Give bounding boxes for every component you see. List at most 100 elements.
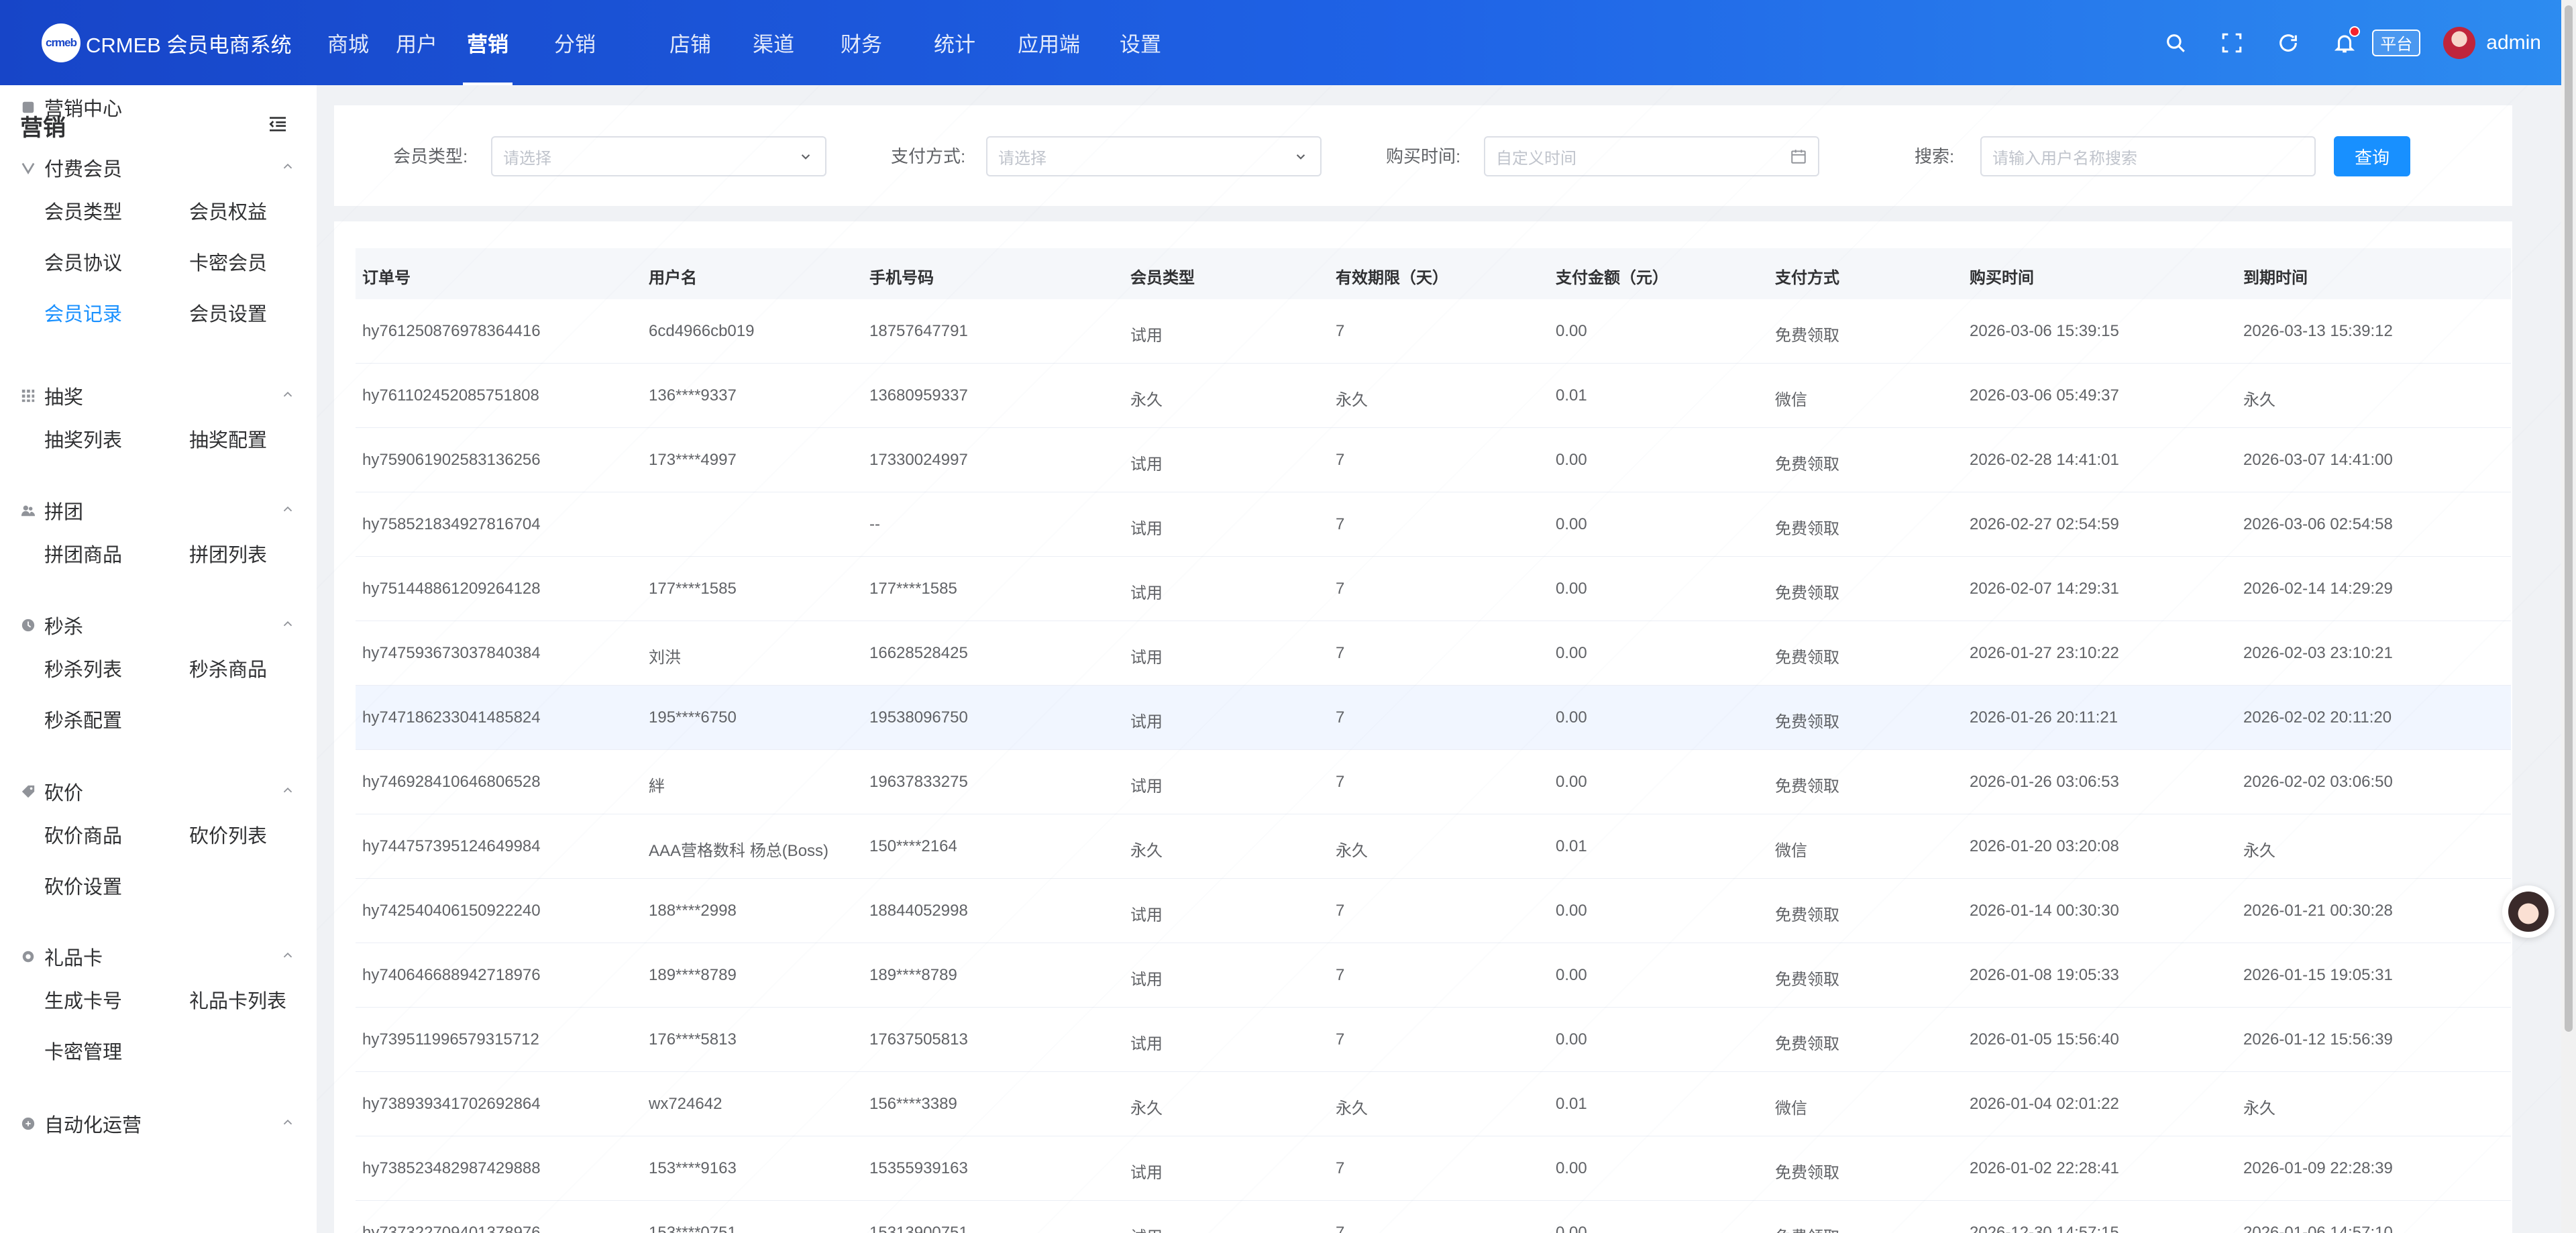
customer-service-button[interactable] (2502, 886, 2555, 938)
table-row[interactable]: hy759061902583136256 173****4997 173300249… (356, 428, 2511, 492)
sidebar-subitem[interactable]: 砍价商品 (44, 826, 123, 847)
table-row[interactable]: hy758521834927816704 -- 试用 7 0.00 免费领取 2026-02… (356, 492, 2511, 557)
table-row[interactable]: hy751448861209264128 177****1585 177****15… (356, 557, 2511, 621)
search-input[interactable]: 请输入用户名称搜索 (1980, 136, 2316, 176)
sidebar-subitem[interactable]: 砍价列表 (189, 826, 268, 847)
sidebar-subitem[interactable]: 礼品卡列表 (189, 991, 287, 1012)
chevron-up-icon[interactable] (280, 616, 295, 635)
table-row[interactable]: hy761102452085751808 136****9337 136809593… (356, 364, 2511, 428)
top-nav-item[interactable]: 渠道 (753, 33, 794, 56)
logo[interactable]: crmeb CRMEB 会员电商系统 (42, 23, 292, 62)
sidebar-group[interactable]: 砍价 (20, 775, 295, 808)
table-cell: 试用 (1130, 455, 1163, 474)
collapse-menu-icon[interactable] (267, 113, 288, 138)
search-icon[interactable] (2163, 30, 2188, 56)
top-nav-item[interactable]: 财务 (841, 33, 882, 56)
bell-icon[interactable] (2332, 25, 2361, 56)
sidebar-subitem[interactable]: 卡密会员 (189, 253, 268, 274)
member-type-select[interactable]: 请选择 (491, 136, 826, 176)
table-row[interactable]: hy737322709401378976 153****0751 153139007… (356, 1201, 2511, 1233)
table-cell: 0.00 (1556, 644, 1587, 662)
sidebar-subitem[interactable]: 砍价设置 (44, 877, 123, 898)
scrollbar-thumb[interactable] (2565, 5, 2573, 1032)
sidebar-subitem[interactable]: 秒杀商品 (189, 659, 268, 681)
table-cell: 试用 (1130, 1224, 1163, 1233)
table-cell: hy747593673037840384 (362, 644, 541, 662)
table-row[interactable]: hy740646688942718976 189****8789 189****87… (356, 943, 2511, 1008)
pay-method-label: 支付方式: (891, 146, 966, 166)
page-scrollbar[interactable] (2561, 0, 2576, 1233)
table-cell: 0.00 (1556, 1159, 1587, 1177)
sidebar-subitem[interactable]: 卡密管理 (44, 1042, 123, 1063)
table-cell: 2026-01-20 03:20:08 (1970, 837, 2119, 855)
admin-avatar[interactable] (2443, 26, 2476, 59)
sidebar-subitem[interactable]: 拼团商品 (44, 545, 123, 566)
calendar-icon (1791, 150, 1806, 164)
notification-dot (2349, 25, 2361, 37)
sidebar-subitem[interactable]: 会员设置 (189, 304, 268, 325)
sidebar-subitem[interactable]: 会员权益 (189, 202, 268, 223)
sidebar-subitem[interactable]: 会员记录 (44, 304, 123, 325)
table-cell: -- (869, 515, 880, 533)
query-button[interactable]: 查询 (2334, 136, 2410, 176)
sidebar-subitem[interactable]: 秒杀列表 (44, 659, 123, 681)
table-cell: 15355939163 (869, 1159, 968, 1177)
chevron-up-icon[interactable] (280, 387, 295, 405)
top-nav-item[interactable]: 统计 (934, 33, 975, 56)
table-row[interactable]: hy747593673037840384 刘洪 16628528425 试用 7 0.00… (356, 621, 2511, 686)
top-nav-item[interactable]: 营销 (463, 0, 513, 85)
table-row[interactable]: hy738523482987429888 153****9163 153559391… (356, 1136, 2511, 1201)
sidebar-subitem[interactable]: 会员类型 (44, 202, 123, 223)
sidebar-group[interactable]: 拼团 (20, 494, 295, 527)
sidebar-group[interactable]: 营销中心 (20, 91, 295, 124)
sidebar-group[interactable]: 付费会员 (20, 151, 295, 184)
chevron-up-icon[interactable] (280, 948, 295, 966)
sidebar-subitem[interactable]: 秒杀配置 (44, 710, 123, 732)
sidebar-group[interactable]: 自动化运营 (20, 1107, 295, 1140)
chevron-up-icon[interactable] (280, 1115, 295, 1133)
fullscreen-icon[interactable] (2219, 30, 2245, 56)
table-cell: 18844052998 (869, 902, 968, 920)
chevron-up-icon[interactable] (280, 783, 295, 801)
table-row[interactable]: hy739511996579315712 176****5813 176375058… (356, 1008, 2511, 1072)
table-row[interactable]: hy747186233041485824 195****6750 195380967… (356, 686, 2511, 750)
sidebar-subitem[interactable]: 会员协议 (44, 253, 123, 274)
sidebar-subitem[interactable]: 抽奖配置 (189, 430, 268, 451)
table-row[interactable]: hy742540406150922240 188****2998 188440529… (356, 879, 2511, 943)
table-cell: 微信 (1775, 391, 1807, 409)
table-cell: 18757647791 (869, 322, 968, 340)
buy-time-picker[interactable]: 自定义时间 (1484, 136, 1819, 176)
table-cell: 2026-03-06 02:54:58 (2243, 515, 2393, 533)
sidebar-subitem[interactable]: 抽奖列表 (44, 430, 123, 451)
top-nav-item[interactable]: 设置 (1120, 33, 1161, 56)
chevron-up-icon[interactable] (280, 159, 295, 177)
top-nav-item[interactable]: 店铺 (669, 33, 711, 56)
platform-tag[interactable]: 平台 (2372, 29, 2421, 56)
member-record-table: 订单号 用户名 手机号码 会员类型 有效期限（天） 支付金额（元） 支付方式 购买时间 到期时间… (334, 221, 2512, 1233)
top-nav-item[interactable]: 用户 (396, 33, 437, 56)
sidebar-group[interactable]: 抽奖 (20, 379, 295, 413)
sidebar-group[interactable]: 礼品卡 (20, 940, 295, 973)
admin-name[interactable]: admin (2486, 31, 2541, 54)
table-cell: 2026-02-02 20:11:20 (2243, 708, 2392, 727)
table-row[interactable]: hy738939341702692864 wx724642 156****3389 永… (356, 1072, 2511, 1136)
table-cell: 2026-01-12 15:56:39 (2243, 1030, 2393, 1049)
pay-method-select[interactable]: 请选择 (986, 136, 1322, 176)
table-row[interactable]: hy746928410646806528 絆 19637833275 试用 7 0.00 免… (356, 750, 2511, 814)
sidebar-title: 营销 (20, 115, 66, 141)
sidebar-header: 营销 (20, 105, 288, 146)
table-cell: hy747186233041485824 (362, 708, 541, 727)
top-nav-item[interactable]: 分销 (554, 33, 596, 56)
member-type-placeholder: 请选择 (503, 149, 551, 168)
top-nav-item[interactable]: 商城 (327, 33, 369, 56)
sidebar-group[interactable]: 秒杀 (20, 608, 295, 642)
gear-icon (20, 949, 36, 965)
table-row[interactable]: hy761250876978364416 6cd4966cb019 18757647… (356, 299, 2511, 364)
sidebar-subitem[interactable]: 生成卡号 (44, 991, 123, 1012)
sidebar-subitem[interactable]: 拼团列表 (189, 545, 268, 566)
service-avatar-icon (2508, 892, 2548, 932)
refresh-icon[interactable] (2275, 30, 2301, 56)
chevron-up-icon[interactable] (280, 502, 295, 520)
top-nav-item[interactable]: 应用端 (1018, 33, 1080, 56)
table-row[interactable]: hy744757395124649984 AAA营格数科 杨总(Boss) 150*… (356, 814, 2511, 879)
